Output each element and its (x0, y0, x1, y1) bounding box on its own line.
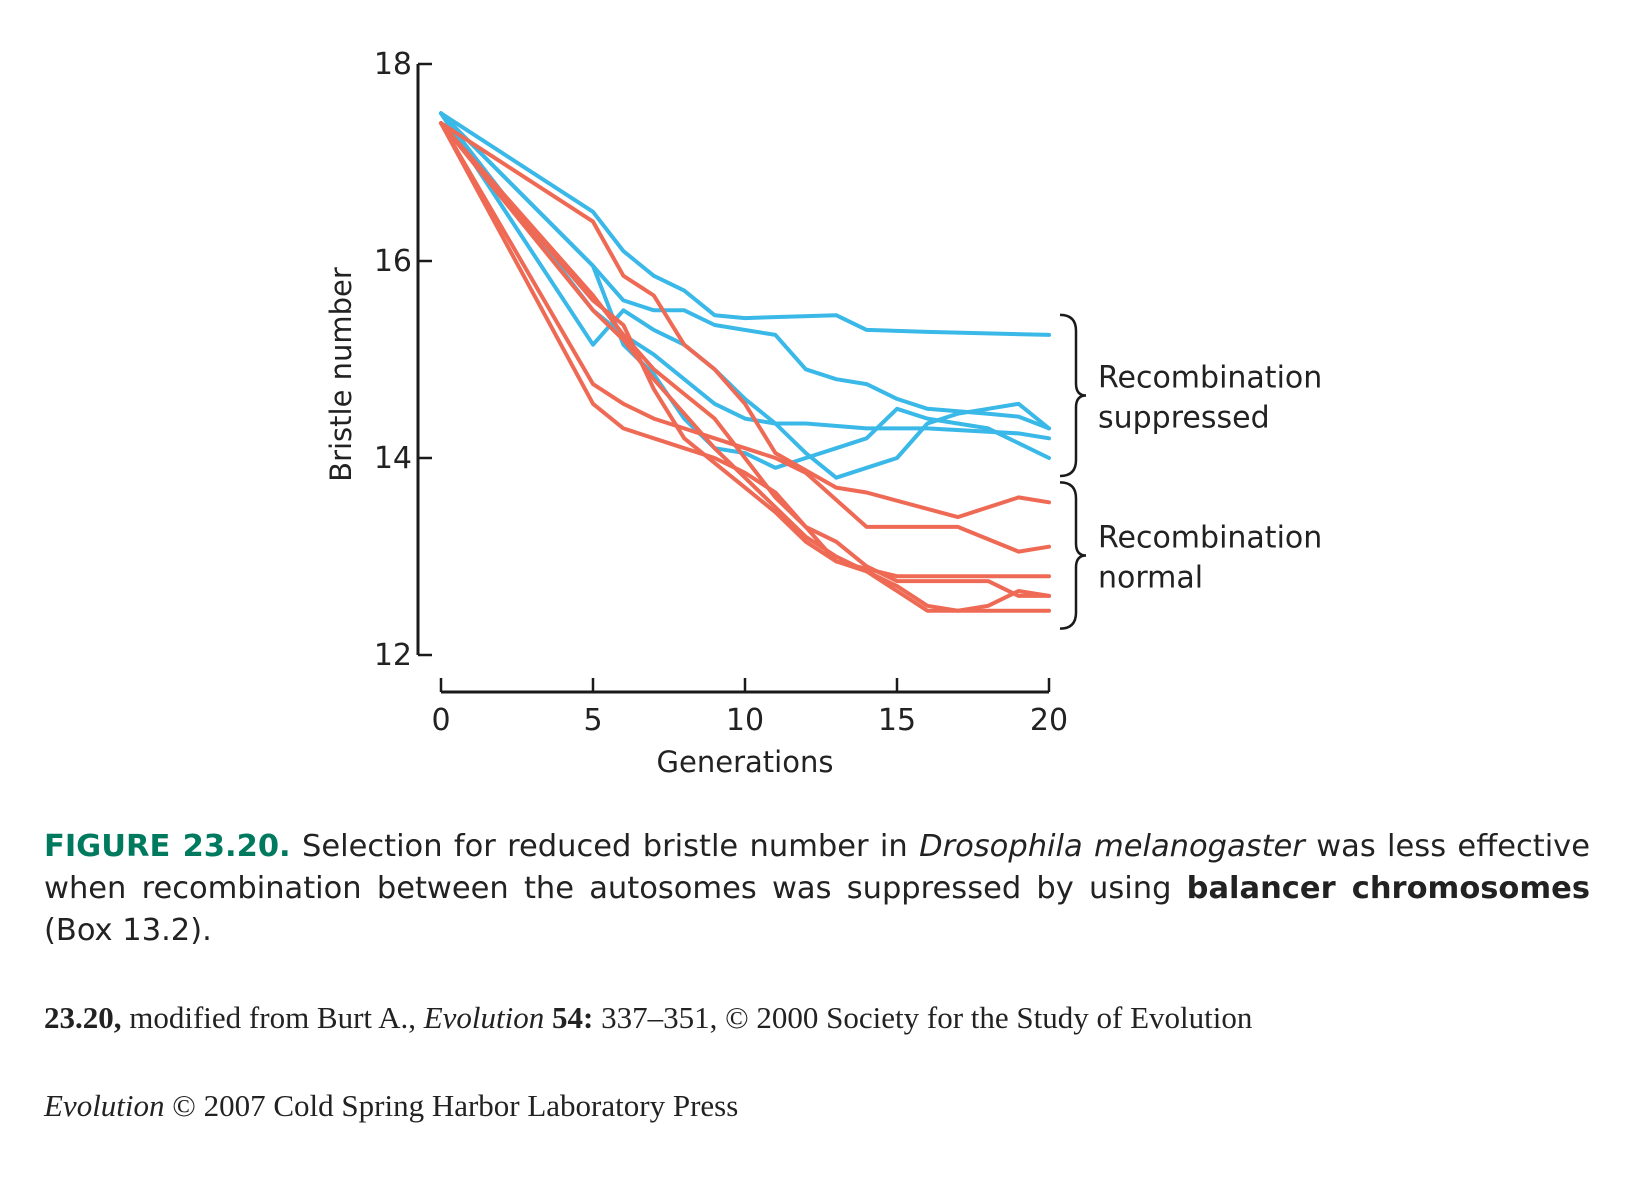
source-credit: 23.20, modified from Burt A., Evolution … (44, 1000, 1252, 1036)
suppressed-series-line-5 (439, 111, 1051, 480)
normal-series-line-4 (439, 121, 1051, 613)
group-brace (1059, 313, 1087, 478)
group-label-line: Recombination (1098, 360, 1322, 395)
figure-caption: FIGURE 23.20. Selection for reduced bris… (44, 826, 1590, 952)
credit-journal: Evolution (423, 1000, 545, 1035)
x-tick-label: 20 (1030, 703, 1068, 738)
y-tick-label: 12 (374, 638, 412, 673)
chart-group-labels: Recombination suppressed Recombination norm… (1059, 313, 1322, 630)
caption-text-2: was less effective when recombination be… (44, 829, 1590, 906)
y-tick-label: 16 (374, 244, 412, 279)
x-tick-label: 0 (431, 703, 450, 738)
bristle-line-chart: 12 14 16 18 Bristle number 0 5 10 15 20 Generation… (324, 47, 1322, 779)
caption-text-1: Selection for reduced bristle number in (290, 829, 920, 864)
suppressed-series-line-2 (439, 111, 1051, 431)
x-tick-label: 10 (726, 703, 764, 738)
caption-species: Drosophila melanogaster (919, 829, 1305, 864)
copyright-line: Evolution © 2007 Cold Spring Harbor Labo… (44, 1088, 738, 1124)
copyright-text: © 2007 Cold Spring Harbor Laboratory Pre… (164, 1088, 739, 1123)
figure-number: FIGURE 23.20. (44, 829, 291, 864)
caption-bold-term: balancer chromosomes (1186, 871, 1590, 906)
suppressed-series-line-1 (439, 111, 1051, 337)
chart-axes: 12 14 16 18 Bristle number 0 5 10 15 20 Generation… (324, 47, 1068, 779)
y-tick-label: 14 (374, 441, 412, 476)
y-axis-title: Bristle number (324, 267, 358, 482)
y-tick-label: 18 (374, 47, 412, 82)
normal-series-line-2 (439, 121, 1051, 554)
credit-text-2: 337–351, © 2000 Society for the Study of… (593, 1000, 1253, 1035)
normal-series-line-3 (439, 121, 1051, 579)
credit-text-1: modified from Burt A., (121, 1000, 424, 1035)
credit-volume: 54: (552, 1000, 594, 1035)
x-tick-label: 5 (583, 703, 602, 738)
credit-ref-number: 23.20, (44, 1000, 122, 1035)
group-label-line: suppressed (1098, 400, 1270, 435)
x-axis-title: Generations (657, 745, 834, 779)
copyright-book: Evolution (44, 1088, 165, 1123)
normal-series-line-5 (439, 121, 1051, 613)
group-brace (1059, 481, 1087, 630)
normal-series-line-1 (439, 121, 1051, 520)
x-tick-label: 15 (878, 703, 916, 738)
group-label-line: normal (1098, 561, 1203, 596)
normal-series-line-6 (439, 121, 1051, 598)
caption-text-3: (Box 13.2). (44, 913, 212, 948)
chart-series-lines (439, 111, 1051, 613)
group-label-line: Recombination (1098, 521, 1322, 556)
